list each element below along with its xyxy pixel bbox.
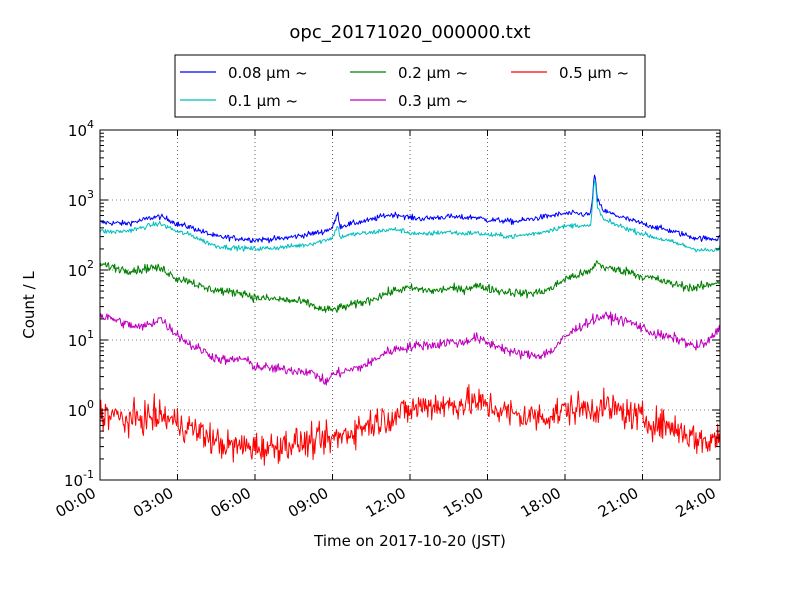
tick-marks — [99, 129, 721, 481]
legend-label: 0.5 μm ~ — [559, 64, 629, 82]
legend-box — [174, 54, 646, 118]
legend: 0.08 μm ~ 0.1 μm ~ 0.2 μm ~ 0.3 μm ~ 0.5 μm … — [174, 54, 646, 118]
x-axis-label: Time on 2017-10-20 (JST) — [313, 532, 506, 550]
series-line — [99, 174, 721, 244]
legend-label: 0.1 μm ~ — [228, 92, 298, 110]
legend-label: 0.2 μm ~ — [398, 64, 468, 82]
chart-title: opc_20171020_000000.txt — [289, 22, 530, 43]
legend-label: 0.08 μm ~ — [228, 64, 308, 82]
y-axis-label: Count / L — [20, 271, 38, 339]
series-line — [99, 384, 721, 466]
series-line — [99, 179, 721, 253]
legend-items: 0.08 μm ~ 0.1 μm ~ 0.2 μm ~ 0.3 μm ~ 0.5 μm … — [180, 64, 629, 110]
series-line — [99, 311, 721, 386]
series-layer — [99, 174, 721, 466]
plot-area — [99, 129, 721, 481]
legend-label: 0.3 μm ~ — [398, 92, 468, 110]
series-line — [99, 260, 721, 313]
